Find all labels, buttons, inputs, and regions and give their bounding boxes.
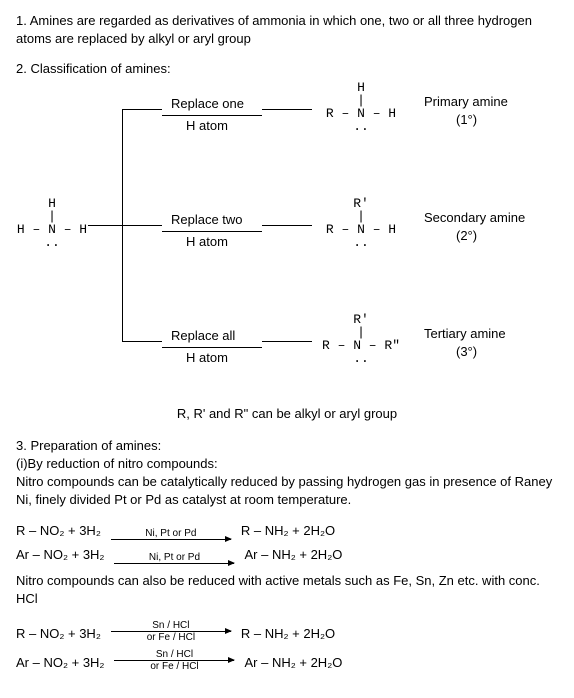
branch2-line2: H atom [186, 233, 228, 251]
b2-top: R' [316, 197, 406, 210]
branch1-name2: (1°) [456, 111, 477, 129]
branch2-struct: R' | R – N – H .. [316, 197, 406, 249]
eq2-rhs: Ar – NH₂ + 2H₂O [244, 546, 342, 564]
eq4-under: or Fe / HCl [150, 661, 198, 672]
branch3-name1: Tertiary amine [424, 325, 506, 343]
equation-3: R – NO₂ + 3H₂ Sn / HCl or Fe / HCl R – N… [16, 620, 558, 643]
eq4-arrow: Sn / HCl or Fe / HCl [114, 649, 234, 672]
eq1-rhs: R – NH₂ + 2H₂O [241, 522, 335, 540]
branch3-name2: (3°) [456, 343, 477, 361]
b3-bot: .. [316, 352, 406, 365]
b1-bot: .. [316, 120, 406, 133]
eq4-over: Sn / HCl [156, 649, 193, 660]
start-structure: H | H – N – H .. [16, 197, 88, 249]
equation-4: Ar – NO₂ + 3H₂ Sn / HCl or Fe / HCl Ar –… [16, 649, 558, 672]
branch2-name2: (2°) [456, 227, 477, 245]
eq3-lhs: R – NO₂ + 3H₂ [16, 625, 101, 643]
eq1-lhs: R – NO₂ + 3H₂ [16, 522, 101, 540]
eq2-over: Ni, Pt or Pd [149, 552, 200, 563]
branch1-name1: Primary amine [424, 93, 508, 111]
intro-paragraph-1: 1. Amines are regarded as derivatives of… [16, 12, 558, 48]
prep-heading: 3. Preparation of amines: [16, 437, 558, 455]
branch2-line1: Replace two [171, 211, 243, 229]
diagram-footnote: R, R' and R" can be alkyl or aryl group [16, 405, 558, 423]
b3-top: R' [316, 313, 406, 326]
eq1-arrow: Ni, Pt or Pd [111, 528, 231, 540]
start-top: H [16, 197, 88, 210]
prep-sub1: (i)By reduction of nitro compounds: [16, 455, 558, 473]
b2-mid: R – N – H [316, 223, 406, 236]
eq3-rhs: R – NH₂ + 2H₂O [241, 625, 335, 643]
start-mid: H – N – H [16, 223, 88, 236]
b1-top: H [316, 81, 406, 94]
eq3-over: Sn / HCl [152, 620, 189, 631]
prep-desc2: Nitro compounds can also be reduced with… [16, 572, 558, 608]
eq4-rhs: Ar – NH₂ + 2H₂O [244, 654, 342, 672]
prep-desc1: Nitro compounds can be catalytically red… [16, 473, 558, 509]
eq1-over: Ni, Pt or Pd [145, 528, 196, 539]
branch1-line2: H atom [186, 117, 228, 135]
start-bot: .. [16, 236, 88, 249]
eq3-under: or Fe / HCl [147, 632, 195, 643]
intro-paragraph-2: 2. Classification of amines: [16, 60, 558, 78]
eq2-arrow: Ni, Pt or Pd [114, 552, 234, 564]
branch3-struct: R' | R – N – R" .. [316, 313, 406, 365]
equation-1: R – NO₂ + 3H₂ Ni, Pt or Pd R – NH₂ + 2H₂… [16, 522, 558, 540]
eq3-arrow: Sn / HCl or Fe / HCl [111, 620, 231, 643]
branch1-struct: H | R – N – H .. [316, 81, 406, 133]
equation-2: Ar – NO₂ + 3H₂ Ni, Pt or Pd Ar – NH₂ + 2… [16, 546, 558, 564]
b3-mid: R – N – R" [316, 339, 406, 352]
b2-bot: .. [316, 236, 406, 249]
eq2-lhs: Ar – NO₂ + 3H₂ [16, 546, 104, 564]
b1-mid: R – N – H [316, 107, 406, 120]
eq4-lhs: Ar – NO₂ + 3H₂ [16, 654, 104, 672]
classification-diagram: H | H – N – H .. Replace one H atom H | … [16, 87, 556, 387]
branch1-line1: Replace one [171, 95, 244, 113]
branch3-line1: Replace all [171, 327, 235, 345]
branch3-line2: H atom [186, 349, 228, 367]
branch2-name1: Secondary amine [424, 209, 525, 227]
